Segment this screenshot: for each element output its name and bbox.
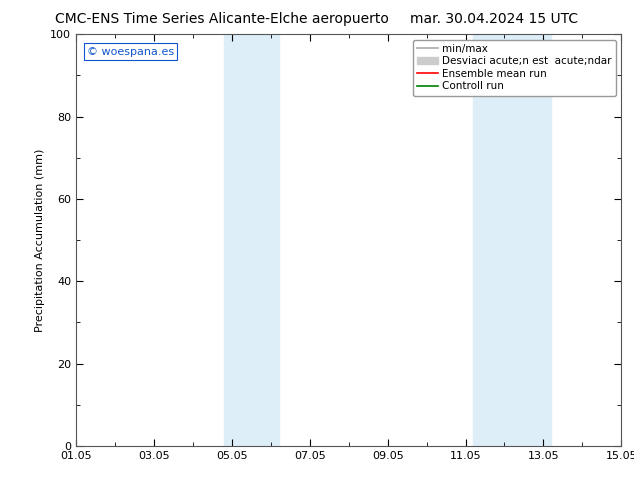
Y-axis label: Precipitation Accumulation (mm): Precipitation Accumulation (mm) bbox=[35, 148, 44, 332]
Text: mar. 30.04.2024 15 UTC: mar. 30.04.2024 15 UTC bbox=[410, 12, 579, 26]
Text: CMC-ENS Time Series Alicante-Elche aeropuerto: CMC-ENS Time Series Alicante-Elche aerop… bbox=[55, 12, 389, 26]
Bar bbox=[224, 34, 278, 446]
Legend: min/max, Desviaci acute;n est  acute;ndar, Ensemble mean run, Controll run: min/max, Desviaci acute;n est acute;ndar… bbox=[413, 40, 616, 96]
Text: © woespana.es: © woespana.es bbox=[87, 47, 174, 57]
Bar bbox=[474, 34, 551, 446]
